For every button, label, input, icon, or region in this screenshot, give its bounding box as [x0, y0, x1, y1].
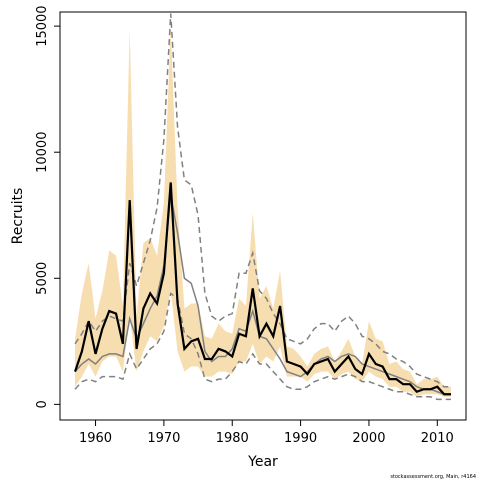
x-tick-label: 2010: [421, 431, 454, 446]
plot-frame: [59, 11, 467, 421]
footnote: stockassessment.org, Main, r4164: [390, 474, 476, 480]
y-tick-label: 5000: [35, 262, 50, 295]
x-axis-label: Year: [247, 454, 278, 470]
series-line: [73, 182, 451, 396]
plot-area: [73, 13, 451, 401]
y-tick-label: 0: [35, 400, 50, 408]
x-tick-label: 1990: [284, 431, 317, 446]
x-tick-label: 1970: [147, 431, 180, 446]
y-tick-label: 10000: [35, 132, 50, 173]
y-tick-label: 15000: [35, 5, 50, 46]
y-axis-label: Recruits: [10, 188, 26, 245]
dashed-line: [74, 292, 451, 401]
confidence-band: [75, 26, 451, 397]
x-tick-label: 1960: [79, 431, 112, 446]
x-tick-label: 2000: [352, 431, 385, 446]
dashed-line: [74, 13, 451, 388]
x-tick-label: 1980: [216, 431, 249, 446]
